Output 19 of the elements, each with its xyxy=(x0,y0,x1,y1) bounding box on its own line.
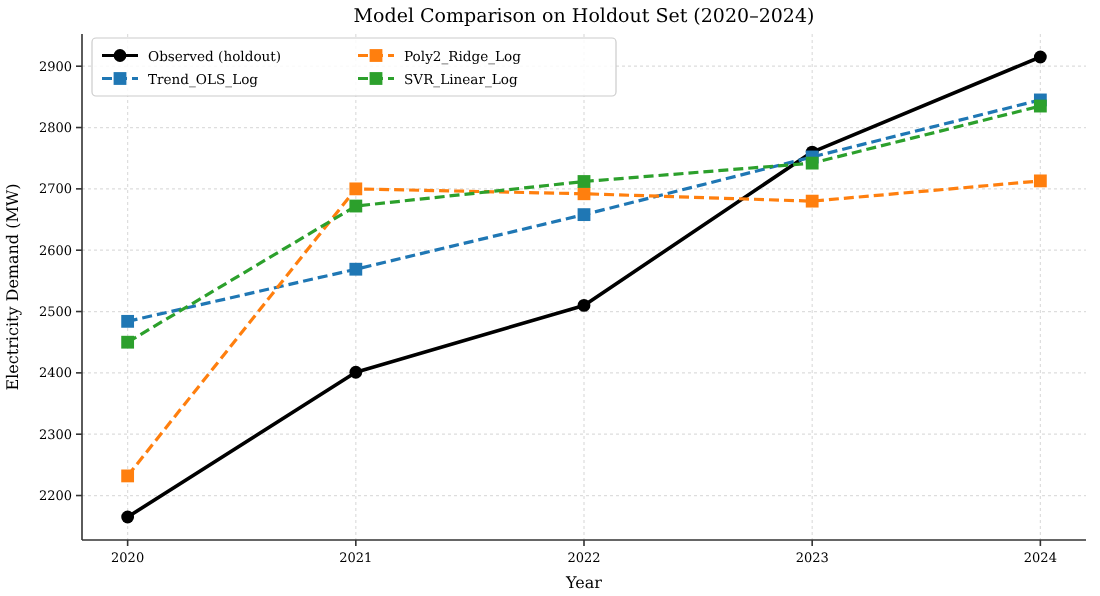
point xyxy=(121,314,135,328)
chart-title: Model Comparison on Holdout Set (2020–2024) xyxy=(353,6,815,28)
point xyxy=(577,208,591,222)
point xyxy=(1033,99,1047,113)
point xyxy=(577,175,591,188)
point xyxy=(349,199,363,213)
y-axis-title: Electricity Demand (MW) xyxy=(4,183,22,391)
point xyxy=(577,299,591,312)
point xyxy=(1033,174,1047,188)
point xyxy=(121,469,135,483)
x-axis-title: Year xyxy=(564,574,603,592)
point xyxy=(349,262,363,276)
point xyxy=(1033,50,1047,64)
point xyxy=(805,156,819,170)
point xyxy=(349,365,363,379)
point xyxy=(121,510,135,524)
point xyxy=(805,194,819,208)
point xyxy=(121,335,135,349)
point xyxy=(349,182,363,196)
